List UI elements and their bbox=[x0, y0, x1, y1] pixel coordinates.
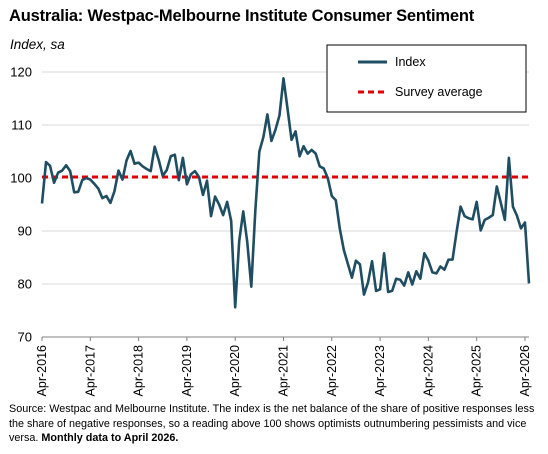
x-tick-label: Apr-2022 bbox=[325, 345, 339, 396]
source-text: Source: Westpac and Melbourne Institute.… bbox=[9, 403, 535, 444]
x-tick-label: Apr-2018 bbox=[132, 345, 146, 396]
x-tick-label: Apr-2020 bbox=[228, 345, 242, 396]
x-tick-label: Apr-2021 bbox=[276, 345, 290, 396]
x-axis-ticks: Apr-2016 Apr-2017 Apr-2018 Apr-2019 Apr-2020… bbox=[35, 337, 532, 396]
y-tick-label: 70 bbox=[18, 330, 32, 345]
y-tick-label: 120 bbox=[10, 65, 32, 80]
y-tick-label: 90 bbox=[18, 224, 32, 239]
index-series-line bbox=[40, 77, 531, 309]
legend-index-label: Index bbox=[395, 55, 426, 69]
y-tick-label: 80 bbox=[18, 277, 32, 292]
chart-subtitle: Index, sa bbox=[10, 37, 65, 52]
legend: Index Survey average bbox=[326, 44, 527, 113]
x-tick-label: Apr-2019 bbox=[180, 345, 194, 396]
legend-box bbox=[326, 44, 527, 113]
x-tick-label: Apr-2016 bbox=[35, 345, 49, 396]
y-tick-label: 100 bbox=[10, 171, 32, 186]
x-tick-label: Apr-2017 bbox=[83, 345, 97, 396]
line-chart: 70 80 90 100 110 120 Apr-2016 Apr-2017 Apr-2018… bbox=[10, 44, 532, 396]
y-axis-ticks: 70 80 90 100 110 120 bbox=[10, 65, 32, 345]
y-tick-label: 110 bbox=[11, 118, 32, 133]
x-tick-label: Apr-2023 bbox=[373, 345, 387, 396]
x-tick-label: Apr-2026 bbox=[518, 345, 532, 396]
x-tick-label: Apr-2025 bbox=[470, 345, 484, 396]
x-tick-label: Apr-2024 bbox=[421, 345, 435, 396]
legend-average-label: Survey average bbox=[395, 85, 483, 99]
source-note: Source: Westpac and Melbourne Institute.… bbox=[9, 402, 539, 446]
source-bold-text: Monthly data to April 2026. bbox=[41, 432, 179, 444]
chart-title: Australia: Westpac-Melbourne Institute C… bbox=[9, 7, 475, 25]
